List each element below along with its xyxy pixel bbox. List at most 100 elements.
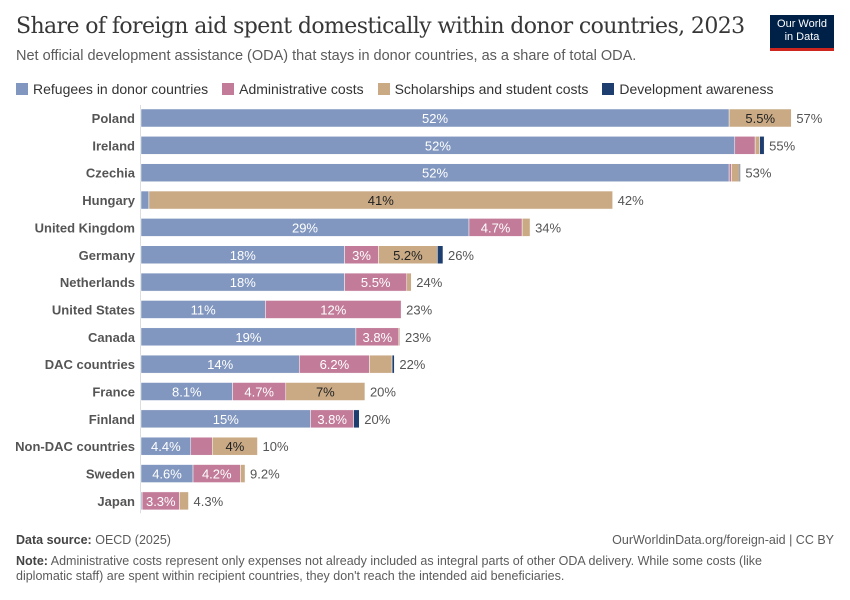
data-label: 4% (225, 439, 244, 454)
legend-item[interactable]: Administrative costs (222, 81, 364, 97)
source-label: Data source: (16, 533, 92, 547)
total-label: 22% (399, 357, 425, 372)
note-label: Note: (16, 554, 48, 568)
category-label: Germany (79, 248, 136, 263)
bar-segment[interactable] (398, 327, 401, 347)
source-text[interactable]: OECD (2025) (95, 533, 171, 547)
data-label: 5.5% (361, 275, 391, 290)
category-label: Finland (89, 412, 135, 427)
data-label: 3.8% (363, 330, 393, 345)
data-source: Data source: OECD (2025) (16, 533, 171, 547)
category-label: Sweden (86, 467, 135, 482)
legend-label: Development awareness (619, 81, 774, 97)
data-label: 4.2% (202, 467, 232, 482)
bar-segment[interactable] (140, 190, 150, 210)
data-label: 14% (207, 357, 233, 372)
bar-segment[interactable] (731, 163, 740, 182)
data-label: 4.7% (244, 385, 274, 400)
legend-item[interactable]: Refugees in donor countries (16, 81, 208, 97)
total-label: 24% (416, 275, 442, 290)
total-label: 10% (262, 439, 288, 454)
legend-swatch (602, 83, 615, 95)
data-label: 7% (316, 385, 335, 400)
bar-segment[interactable] (728, 163, 732, 182)
bar-segment[interactable] (179, 491, 189, 511)
total-label: 26% (448, 248, 474, 263)
bar-segment[interactable] (734, 136, 756, 155)
category-label: United States (52, 302, 135, 317)
data-label: 5.2% (393, 248, 423, 263)
bar-segment[interactable] (148, 190, 613, 210)
bar-segment[interactable] (369, 354, 393, 374)
bar-segment[interactable] (240, 464, 246, 483)
total-label: 53% (745, 166, 771, 181)
data-label: 4.7% (481, 220, 511, 235)
bar-segment[interactable] (353, 409, 360, 429)
data-label: 52% (422, 166, 448, 181)
bar-segment[interactable] (728, 108, 792, 128)
data-label: 29% (292, 220, 318, 235)
bar-segment[interactable] (212, 436, 258, 456)
legend-label: Administrative costs (239, 81, 364, 97)
total-label: 42% (618, 193, 644, 208)
category-label: DAC countries (45, 357, 135, 372)
category-label: Canada (88, 330, 136, 345)
category-label: Hungary (82, 193, 136, 208)
total-label: 34% (535, 220, 561, 235)
bar-segment[interactable] (754, 136, 760, 155)
bar-segment[interactable] (265, 300, 402, 319)
legend-swatch (377, 83, 390, 95)
category-label: Czechia (86, 166, 136, 181)
total-label: 57% (796, 111, 822, 126)
category-label: France (92, 385, 135, 400)
category-label: Netherlands (60, 275, 135, 290)
bar-segment[interactable] (521, 218, 531, 237)
chart-subtitle: Net official development assistance (ODA… (16, 48, 637, 64)
bar-segment[interactable] (285, 382, 366, 401)
data-label: 52% (425, 138, 451, 153)
legend-label: Refugees in donor countries (33, 81, 209, 97)
legend-label: Scholarships and student costs (394, 81, 589, 97)
total-label: 4.3% (194, 494, 224, 509)
legend: Refugees in donor countries Administrativ… (16, 81, 773, 97)
data-label: 3.3% (146, 494, 176, 509)
legend-swatch (16, 83, 28, 95)
total-label: 23% (405, 330, 431, 345)
bar-segment[interactable] (739, 163, 741, 182)
data-label: 6.2% (320, 357, 350, 372)
total-label: 20% (364, 412, 390, 427)
data-label: 18% (230, 275, 256, 290)
note: Note: Administrative costs represent onl… (16, 554, 816, 584)
bar-segment[interactable] (406, 272, 412, 292)
category-label: Poland (92, 111, 135, 126)
bar-segment[interactable] (759, 136, 765, 155)
data-label: 5.5% (745, 111, 775, 126)
data-label: 11% (191, 302, 216, 317)
total-label: 23% (406, 302, 432, 317)
legend-item[interactable]: Development awareness (602, 81, 773, 97)
bar-segment[interactable] (437, 245, 444, 264)
chart-title: Share of foreign aid spent domestically … (16, 14, 745, 39)
data-label: 18% (230, 248, 256, 263)
category-label: Non-DAC countries (15, 439, 135, 454)
total-label: 55% (769, 138, 795, 153)
category-label: United Kingdom (35, 220, 135, 235)
data-label: 8.1% (172, 385, 202, 400)
category-label: Japan (97, 494, 135, 509)
data-label: 4.4% (151, 439, 181, 454)
total-label: 20% (370, 385, 396, 400)
data-label: 41% (368, 193, 394, 208)
source-url[interactable]: OurWorldinData.org/foreign-aid | CC BY (612, 533, 834, 547)
bar-segment[interactable] (190, 436, 213, 456)
data-label: 3.8% (317, 412, 347, 427)
data-label: 12% (320, 302, 346, 317)
category-label: Ireland (92, 138, 135, 153)
data-label: 3% (352, 248, 371, 263)
data-label: 19% (235, 330, 261, 345)
legend-item[interactable]: Scholarships and student costs (377, 81, 589, 97)
owid-logo[interactable]: Our World in Data (770, 15, 834, 51)
bar-segment[interactable] (391, 354, 395, 374)
data-label: 15% (213, 412, 239, 427)
